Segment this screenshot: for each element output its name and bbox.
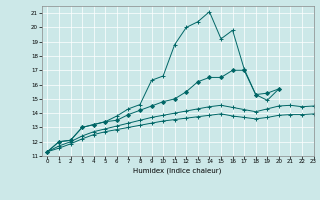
X-axis label: Humidex (Indice chaleur): Humidex (Indice chaleur) [133, 167, 222, 174]
